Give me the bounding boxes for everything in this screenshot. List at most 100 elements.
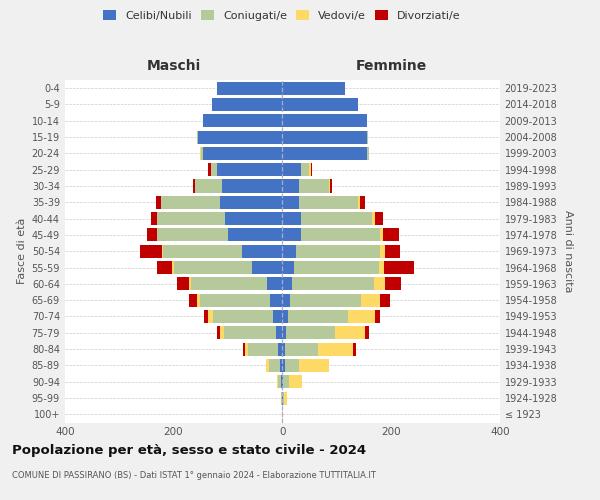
Y-axis label: Anni di nascita: Anni di nascita <box>563 210 573 292</box>
Bar <box>282 82 345 94</box>
Text: Maschi: Maschi <box>146 58 200 72</box>
Bar <box>200 294 271 306</box>
Bar <box>335 326 365 340</box>
Bar <box>359 196 365 209</box>
Bar <box>282 342 285 355</box>
Bar <box>225 212 282 225</box>
Bar <box>193 180 195 192</box>
Bar <box>282 261 294 274</box>
Bar <box>269 359 280 372</box>
Bar <box>380 228 383 241</box>
Bar <box>172 261 173 274</box>
Bar <box>198 130 282 143</box>
Bar <box>220 326 224 340</box>
Bar <box>353 342 356 355</box>
Bar <box>277 375 278 388</box>
Bar <box>290 294 361 306</box>
Bar <box>224 326 276 340</box>
Bar <box>282 130 367 143</box>
Bar <box>195 180 223 192</box>
Bar <box>294 261 379 274</box>
Bar <box>289 375 302 388</box>
Bar <box>380 244 385 258</box>
Bar <box>282 294 290 306</box>
Bar <box>197 294 200 306</box>
Bar <box>253 261 282 274</box>
Bar <box>163 244 242 258</box>
Bar <box>191 278 267 290</box>
Bar <box>157 228 228 241</box>
Bar <box>358 196 359 209</box>
Bar <box>282 244 296 258</box>
Bar <box>278 375 281 388</box>
Y-axis label: Fasce di età: Fasce di età <box>17 218 28 284</box>
Bar <box>212 98 282 111</box>
Bar <box>375 310 380 323</box>
Bar <box>379 261 384 274</box>
Bar <box>217 163 282 176</box>
Bar <box>278 342 282 355</box>
Bar <box>217 82 282 94</box>
Bar <box>223 180 282 192</box>
Bar <box>301 163 310 176</box>
Bar <box>173 261 253 274</box>
Bar <box>267 278 282 290</box>
Bar <box>282 98 358 111</box>
Text: Femmine: Femmine <box>355 58 427 72</box>
Bar <box>361 294 380 306</box>
Bar <box>296 244 380 258</box>
Bar <box>272 310 282 323</box>
Bar <box>347 310 375 323</box>
Bar <box>329 180 332 192</box>
Bar <box>282 278 292 290</box>
Bar <box>276 326 282 340</box>
Bar <box>292 278 374 290</box>
Bar <box>217 326 220 340</box>
Bar <box>317 342 353 355</box>
Bar <box>367 147 369 160</box>
Bar <box>384 261 414 274</box>
Bar <box>281 375 282 388</box>
Bar <box>282 180 299 192</box>
Bar <box>203 114 282 128</box>
Bar <box>283 392 284 404</box>
Bar <box>189 294 197 306</box>
Bar <box>140 244 161 258</box>
Bar <box>282 326 286 340</box>
Bar <box>299 180 329 192</box>
Bar <box>204 310 208 323</box>
Bar <box>208 163 211 176</box>
Bar <box>282 228 301 241</box>
Bar <box>208 310 212 323</box>
Bar <box>299 359 329 372</box>
Bar <box>285 359 299 372</box>
Bar <box>212 310 272 323</box>
Bar <box>282 114 367 128</box>
Bar <box>220 196 282 209</box>
Bar <box>299 196 358 209</box>
Bar <box>282 212 301 225</box>
Bar <box>372 212 375 225</box>
Bar <box>155 196 161 209</box>
Bar <box>282 359 285 372</box>
Bar <box>242 342 245 355</box>
Bar <box>285 342 317 355</box>
Bar <box>282 196 299 209</box>
Bar <box>245 342 248 355</box>
Bar <box>380 294 390 306</box>
Bar <box>266 359 269 372</box>
Bar <box>385 244 400 258</box>
Text: Popolazione per età, sesso e stato civile - 2024: Popolazione per età, sesso e stato civil… <box>12 444 366 457</box>
Bar <box>365 326 369 340</box>
Bar <box>161 244 163 258</box>
Bar <box>284 392 287 404</box>
Text: COMUNE DI PASSIRANO (BS) - Dati ISTAT 1° gennaio 2024 - Elaborazione TUTTITALIA.: COMUNE DI PASSIRANO (BS) - Dati ISTAT 1°… <box>12 471 376 480</box>
Bar <box>200 147 201 160</box>
Bar <box>242 244 282 258</box>
Bar <box>157 261 172 274</box>
Bar <box>271 294 282 306</box>
Bar <box>282 310 288 323</box>
Bar <box>148 228 157 241</box>
Bar <box>301 228 380 241</box>
Bar <box>203 147 282 160</box>
